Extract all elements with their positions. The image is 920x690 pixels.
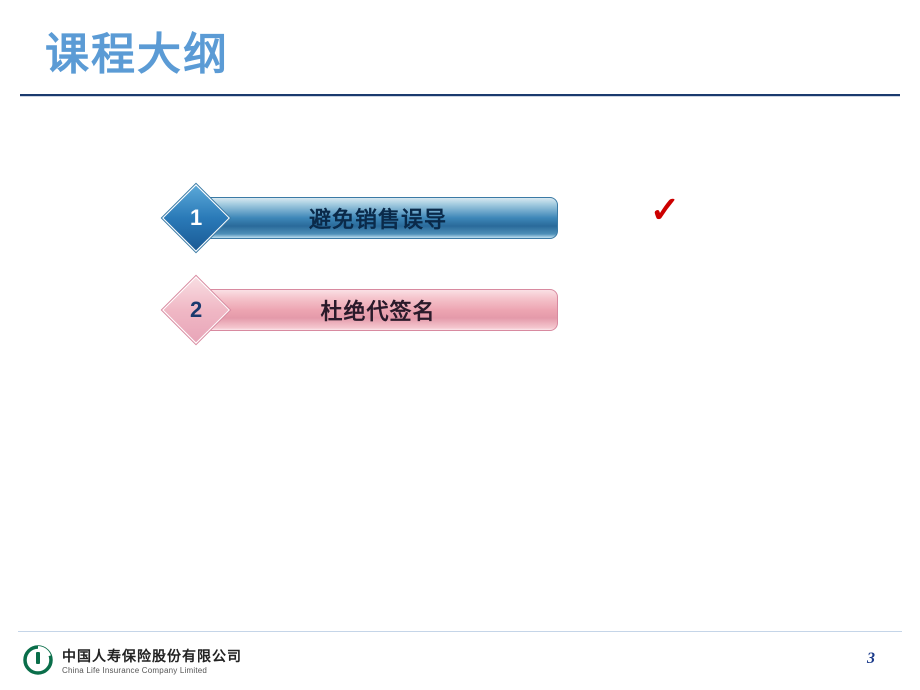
item-label-2: 杜绝代签名	[320, 294, 435, 326]
page-number: 3	[867, 650, 875, 668]
outline-item-1: 1 避免销售误导 ✓	[160, 197, 760, 239]
checkmark-icon: ✓	[650, 189, 680, 231]
item-number-diamond-2: 2	[162, 276, 230, 344]
outline-item-2: 2 杜绝代签名	[160, 289, 760, 331]
footer-divider	[18, 631, 902, 632]
slide-title: 课程大纲	[45, 18, 875, 82]
item-bar-2: 杜绝代签名	[198, 289, 558, 331]
company-logo-block: 中国人寿保险股份有限公司 China Life Insurance Compan…	[22, 644, 242, 676]
company-name-block: 中国人寿保险股份有限公司 China Life Insurance Compan…	[62, 646, 242, 675]
item-number-2: 2	[190, 297, 202, 323]
item-number-1: 1	[190, 205, 202, 231]
item-label-1: 避免销售误导	[309, 202, 447, 234]
company-name-cn: 中国人寿保险股份有限公司	[62, 646, 242, 666]
item-number-diamond-1: 1	[162, 184, 230, 252]
slide-header: 课程大纲	[0, 0, 920, 82]
content-area: 1 避免销售误导 ✓ 2 杜绝代签名	[0, 97, 920, 331]
item-bar-1: 避免销售误导	[198, 197, 558, 239]
slide-footer: 中国人寿保险股份有限公司 China Life Insurance Compan…	[0, 630, 920, 690]
company-name-en: China Life Insurance Company Limited	[62, 666, 242, 675]
company-logo-icon	[22, 644, 54, 676]
